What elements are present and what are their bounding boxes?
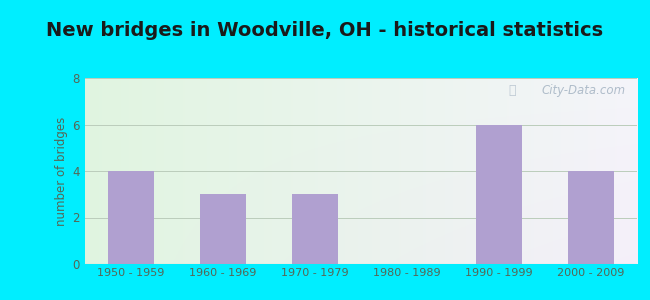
Bar [292,194,338,264]
Text: City-Data.com: City-Data.com [542,84,626,97]
Text: New bridges in Woodville, OH - historical statistics: New bridges in Woodville, OH - historica… [46,21,604,40]
Bar [107,171,153,264]
Text: Ⓢ: Ⓢ [508,84,515,97]
Bar [476,124,522,264]
Bar [568,171,614,264]
Bar [200,194,246,264]
Y-axis label: number of bridges: number of bridges [55,116,68,226]
